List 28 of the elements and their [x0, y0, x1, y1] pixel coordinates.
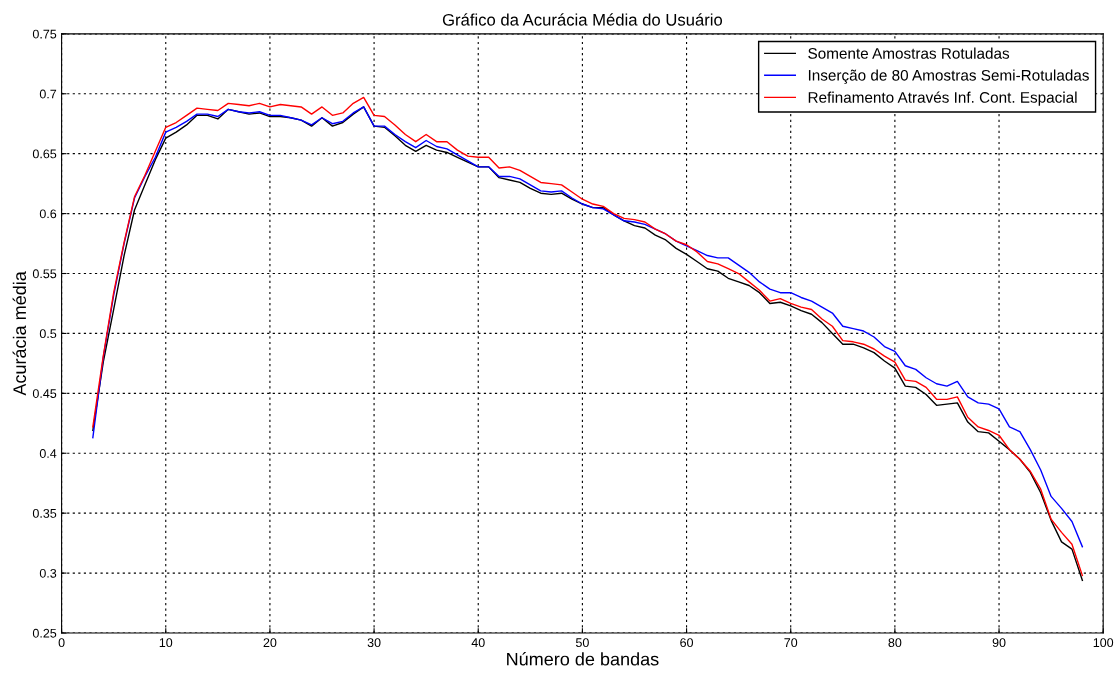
- y-axis-title: Acurácia média: [12, 271, 27, 396]
- x-tick-label: 50: [575, 638, 589, 648]
- x-tick-label: 100: [1093, 638, 1114, 648]
- legend-label: Refinamento Através Inf. Cont. Espacial: [808, 91, 1077, 106]
- y-tick-label: 0.55: [32, 269, 57, 279]
- y-tick-label: 0.35: [32, 508, 57, 518]
- x-tick-label: 20: [263, 638, 277, 648]
- legend-label: Somente Amostras Rotuladas: [808, 47, 1010, 59]
- y-tick-label: 0.65: [32, 149, 57, 159]
- x-tick-label: 40: [471, 638, 485, 648]
- y-tick-label: 0.75: [32, 29, 57, 39]
- x-axis-title: Número de bandas: [507, 652, 659, 666]
- y-tick-label: 0.45: [32, 389, 57, 398]
- x-tick-label: 80: [888, 638, 902, 648]
- chart-title: Gráfico da Acurácia Média do Usuário: [442, 13, 723, 26]
- x-tick-label: 0: [58, 638, 65, 648]
- legend-label: Inserção de 80 Amostras Semi-Rotuladas: [808, 69, 1089, 84]
- x-tick-label: 90: [992, 638, 1006, 648]
- x-tick-label: 60: [680, 638, 694, 648]
- x-tick-label: 10: [159, 638, 173, 648]
- y-tick-label: 0.4: [39, 449, 57, 458]
- y-tick-label: 0.7: [39, 89, 57, 99]
- x-tick-label: 70: [784, 638, 798, 648]
- y-tick-label: 0.5: [39, 329, 57, 339]
- x-tick-label: 30: [367, 638, 381, 648]
- y-tick-label: 0.25: [32, 628, 57, 638]
- y-tick-label: 0.6: [39, 209, 57, 219]
- y-tick-label: 0.3: [39, 568, 57, 578]
